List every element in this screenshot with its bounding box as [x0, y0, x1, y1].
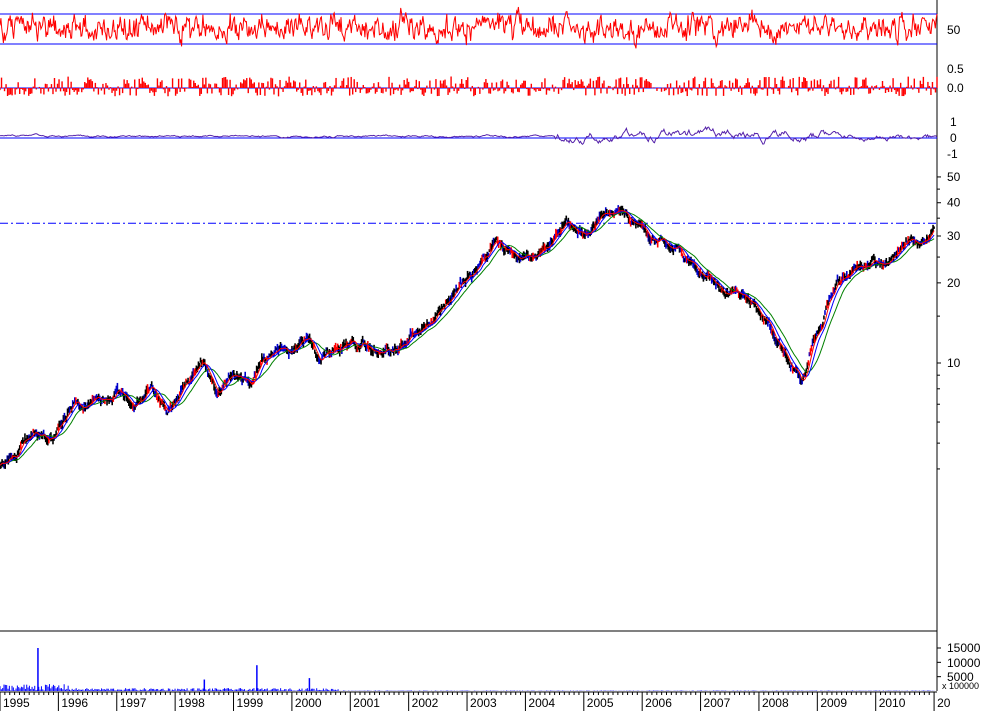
- oscillator-tick-50: 50: [947, 23, 961, 37]
- volume-multiplier-label: x 100000: [942, 681, 979, 691]
- macd-line: [0, 126, 938, 146]
- year-label: 1997: [120, 696, 147, 710]
- year-label: 2002: [412, 696, 439, 710]
- moving-average-fast: [0, 210, 935, 466]
- year-label: 2000: [295, 696, 322, 710]
- moving-average-medium: [0, 210, 935, 466]
- volume-tick-label: 15000: [947, 641, 981, 655]
- price-axis-ticks: 50 40 30 20 10: [937, 170, 961, 470]
- year-label: 2003: [470, 696, 497, 710]
- momentum-tick-0-0: 0.0: [947, 81, 964, 95]
- volume-bars: [0, 648, 935, 691]
- macd-tick-minus-1: -1: [947, 147, 958, 161]
- oscillator-panel: 50: [0, 6, 961, 49]
- oscillator-line: [0, 6, 938, 49]
- year-label: 2008: [762, 696, 789, 710]
- year-label: 20: [937, 696, 951, 710]
- price-tick-label: 30: [947, 229, 961, 243]
- price-tick-label: 50: [947, 170, 961, 184]
- momentum-bars: [0, 76, 938, 97]
- panel-frames: [0, 0, 938, 693]
- year-label: 2006: [645, 696, 672, 710]
- moving-average-slow: [0, 211, 935, 466]
- momentum-histogram-panel: 0.5 0.0: [0, 62, 964, 97]
- year-label: 1998: [178, 696, 205, 710]
- macd-tick-1: 1: [950, 115, 957, 129]
- price-tick-label: 10: [947, 356, 961, 370]
- year-label: 1996: [61, 696, 88, 710]
- year-label: 2007: [704, 696, 731, 710]
- price-tick-label: 40: [947, 196, 961, 210]
- volume-tick-label: 5000: [947, 670, 974, 684]
- date-axis: 1995 1996 1997 1998 1999 2000 2001 2002 2003 2004…: [0, 692, 951, 711]
- price-bars: [0, 205, 935, 469]
- price-panel: 50 40 30 20 10: [0, 170, 961, 470]
- year-label: 2005: [587, 696, 614, 710]
- year-label: 1995: [3, 696, 30, 710]
- momentum-tick-0-5: 0.5: [947, 62, 964, 76]
- year-label: 2001: [353, 696, 380, 710]
- year-label: 2009: [820, 696, 847, 710]
- year-label: 2010: [879, 696, 906, 710]
- macd-panel: 1 0 -1: [0, 115, 958, 161]
- volume-tick-label: 10000: [947, 656, 981, 670]
- macd-tick-0: 0: [950, 131, 957, 145]
- year-label: 1999: [237, 696, 264, 710]
- year-label: 2004: [528, 696, 555, 710]
- price-tick-label: 20: [947, 276, 961, 290]
